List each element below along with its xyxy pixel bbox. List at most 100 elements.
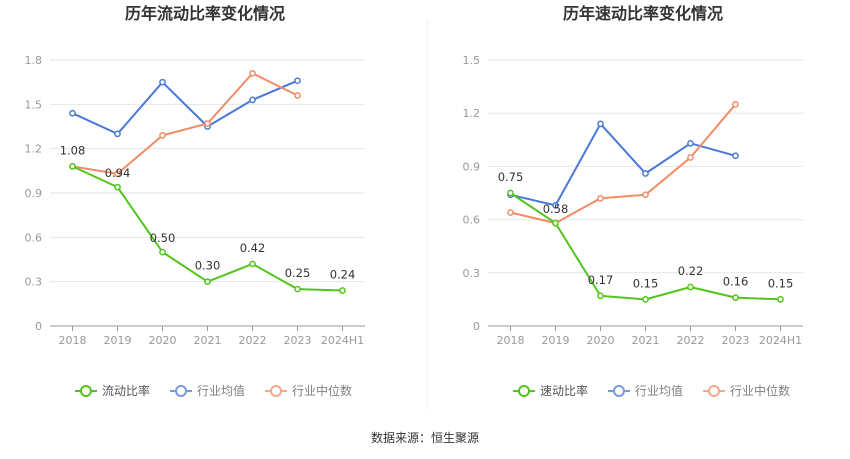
series-point-median <box>204 120 211 127</box>
series-point-main <box>69 163 76 170</box>
series-point-avg <box>642 170 649 177</box>
series-point-main <box>732 294 739 301</box>
data-label: 0.17 <box>588 273 614 287</box>
x-tick-label: 2019 <box>542 334 570 347</box>
series-point-main <box>507 189 514 197</box>
y-tick-label: 1.2 <box>463 107 481 120</box>
data-label: 0.94 <box>105 166 131 180</box>
chart-title: 历年速动比率变化情况 <box>563 4 723 23</box>
series-point-main <box>552 219 559 227</box>
series-point-median <box>159 132 166 139</box>
series-point-avg <box>249 96 256 104</box>
series-point-median <box>597 194 604 202</box>
series-point-median <box>507 209 514 216</box>
x-tick-label: 2023 <box>284 334 312 347</box>
x-tick-label: 2024H1 <box>759 334 802 347</box>
data-label: 0.58 <box>543 202 569 216</box>
legend-label: 行业中位数 <box>730 383 790 398</box>
series-point-avg <box>732 152 739 160</box>
series-point-main <box>777 296 784 303</box>
legend-label: 行业均值 <box>635 383 683 398</box>
series-point-main <box>642 296 649 303</box>
x-tick-label: 2021 <box>194 334 222 347</box>
series-point-avg <box>597 120 604 128</box>
x-tick-label: 2022 <box>677 334 705 347</box>
x-tick-label: 2020 <box>149 334 177 347</box>
series-point-avg <box>552 202 559 209</box>
chart-title: 历年流动比率变化情况 <box>125 4 285 23</box>
data-label: 0.24 <box>330 268 356 282</box>
legend-label: 行业中位数 <box>292 383 352 398</box>
series-point-avg <box>114 130 121 138</box>
series-point-median <box>642 191 649 199</box>
y-tick-label: 0.9 <box>463 160 481 173</box>
series-point-main <box>294 285 301 293</box>
y-tick-label: 1.5 <box>463 54 481 67</box>
y-tick-label: 0.6 <box>463 214 481 227</box>
x-tick-label: 2024H1 <box>321 334 364 347</box>
data-label: 0.30 <box>195 259 221 273</box>
legend-item-median[interactable]: 行业中位数 <box>265 383 352 398</box>
legend-item-main[interactable]: 速动比率 <box>513 383 588 398</box>
y-tick-label: 0 <box>473 320 480 333</box>
series-point-median <box>294 92 301 99</box>
series-point-main <box>114 183 121 191</box>
y-tick-label: 0.3 <box>25 276 43 289</box>
legend-label: 速动比率 <box>540 383 588 398</box>
legend-item-avg[interactable]: 行业均值 <box>608 383 683 398</box>
legend-swatch-marker <box>613 385 625 397</box>
data-label: 0.42 <box>240 241 266 255</box>
legend-swatch-marker <box>175 385 187 397</box>
series-point-avg <box>294 77 301 85</box>
y-tick-label: 0 <box>35 320 42 333</box>
series-line-median <box>72 72 298 175</box>
x-tick-label: 2020 <box>587 334 615 347</box>
data-label: 0.25 <box>285 266 311 280</box>
legend-item-main[interactable]: 流动比率 <box>75 383 150 398</box>
x-tick-label: 2018 <box>497 334 525 347</box>
legend-label: 流动比率 <box>102 383 150 398</box>
series-line-avg <box>510 122 736 207</box>
x-tick-label: 2018 <box>59 334 87 347</box>
legend-swatch-marker <box>518 385 530 397</box>
source-note: 数据来源：恒生聚源 <box>371 430 479 445</box>
x-tick-label: 2022 <box>239 334 267 347</box>
y-tick-label: 0.3 <box>463 267 481 280</box>
series-point-main <box>597 292 604 300</box>
data-label: 0.15 <box>633 276 659 290</box>
x-tick-label: 2019 <box>104 334 132 347</box>
data-label: 0.75 <box>498 170 524 184</box>
series-point-main <box>249 260 256 268</box>
series-point-median <box>114 170 121 178</box>
y-tick-label: 1.5 <box>25 98 43 111</box>
series-point-median <box>732 100 739 108</box>
series-line-avg <box>72 79 298 135</box>
y-tick-label: 1.2 <box>25 143 43 156</box>
legend-label: 行业均值 <box>197 383 245 398</box>
series-point-avg <box>687 139 694 147</box>
series-point-median <box>249 69 256 77</box>
series-point-main <box>339 287 346 294</box>
series-point-median <box>687 154 694 161</box>
data-label: 0.50 <box>150 231 176 245</box>
x-tick-label: 2021 <box>632 334 660 347</box>
y-tick-label: 0.6 <box>25 231 43 244</box>
legend-swatch-marker <box>270 385 282 397</box>
data-label: 0.15 <box>768 276 794 290</box>
series-point-main <box>687 283 694 291</box>
y-tick-label: 0.9 <box>25 187 43 200</box>
legend-item-avg[interactable]: 行业均值 <box>170 383 245 398</box>
series-point-avg <box>69 109 76 117</box>
y-tick-label: 1.8 <box>25 54 43 67</box>
data-label: 0.16 <box>723 275 749 289</box>
legend-swatch-marker <box>80 385 92 397</box>
x-tick-label: 2023 <box>722 334 750 347</box>
series-point-main <box>204 278 211 286</box>
data-label: 0.22 <box>678 264 704 278</box>
legend-item-median[interactable]: 行业中位数 <box>703 383 790 398</box>
legend-swatch-marker <box>708 385 720 397</box>
series-point-avg <box>159 78 166 86</box>
data-label: 1.08 <box>60 143 86 157</box>
